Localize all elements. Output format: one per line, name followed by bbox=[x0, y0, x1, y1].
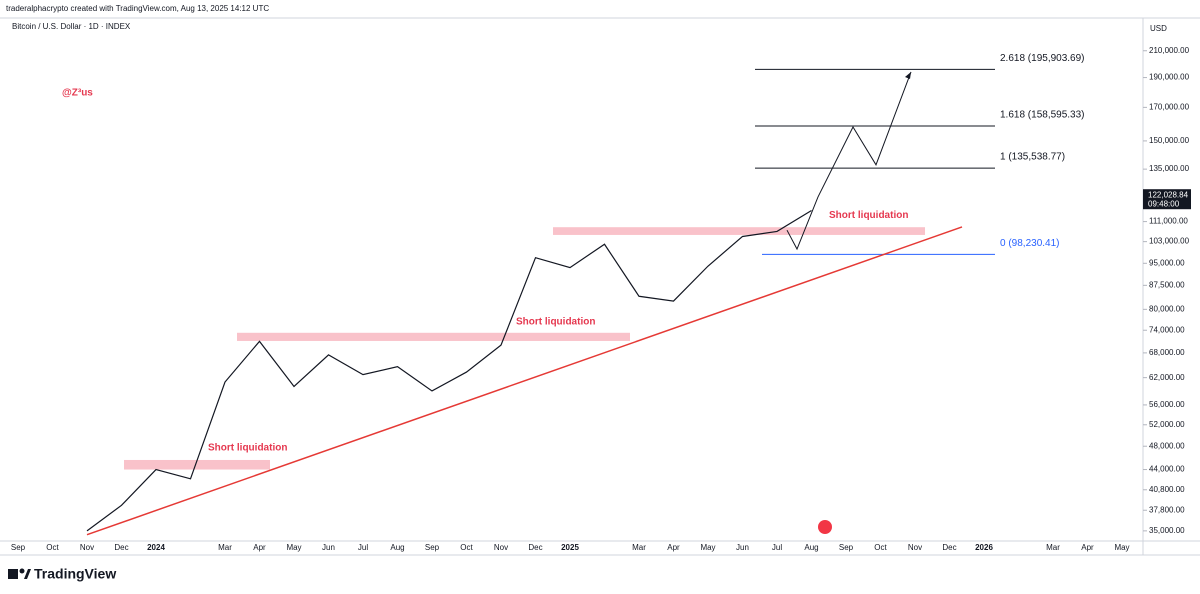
liquidation-zone bbox=[553, 227, 925, 235]
fib-label: 2.618 (195,903.69) bbox=[1000, 53, 1085, 64]
liquidation-zone bbox=[124, 459, 270, 470]
last-price-label: 122,028.84 bbox=[1148, 190, 1189, 199]
projection-path bbox=[786, 71, 912, 251]
x-tick-label: Apr bbox=[1081, 543, 1094, 552]
last-price-time: 09:48:00 bbox=[1148, 199, 1180, 208]
header-text: traderalphacrypto created with TradingVi… bbox=[6, 4, 269, 13]
x-tick-label: 2024 bbox=[147, 543, 165, 552]
x-tick-label: Oct bbox=[874, 543, 887, 552]
zone-label: Short liquidation bbox=[208, 443, 287, 454]
y-tick-label: 44,000.00 bbox=[1149, 465, 1185, 474]
zone-label: Short liquidation bbox=[516, 316, 595, 327]
y-tick-label: 40,800.00 bbox=[1149, 485, 1185, 494]
y-tick-label: 170,000.00 bbox=[1149, 102, 1190, 111]
x-tick-label: Nov bbox=[494, 543, 508, 552]
y-tick-label: 74,000.00 bbox=[1149, 325, 1185, 334]
x-tick-label: 2025 bbox=[561, 543, 579, 552]
event-icon bbox=[818, 520, 832, 534]
last-price-box bbox=[1143, 189, 1191, 210]
x-tick-label: Dec bbox=[114, 543, 128, 552]
x-tick-label: Dec bbox=[942, 543, 956, 552]
y-tick-label: 111,000.00 bbox=[1149, 217, 1188, 226]
x-tick-label: Sep bbox=[839, 543, 854, 552]
projection-arrowhead bbox=[905, 71, 911, 79]
x-tick-label: Jul bbox=[772, 543, 782, 552]
y-tick-label: 48,000.00 bbox=[1149, 441, 1185, 450]
x-tick-label: Mar bbox=[1046, 543, 1060, 552]
y-tick-label: 150,000.00 bbox=[1149, 136, 1190, 145]
x-tick-label: 2026 bbox=[975, 543, 993, 552]
y-tick-label: 87,500.00 bbox=[1149, 280, 1185, 289]
x-tick-label: Jun bbox=[322, 543, 335, 552]
watermark: @Z³us bbox=[62, 88, 93, 99]
footer bbox=[0, 555, 1200, 594]
x-tick-label: Nov bbox=[908, 543, 922, 552]
brand-logo bbox=[8, 568, 31, 579]
x-tick-label: Apr bbox=[253, 543, 266, 552]
x-tick-label: May bbox=[700, 543, 715, 552]
x-tick-label: May bbox=[1114, 543, 1129, 552]
zone-label: Short liquidation bbox=[829, 210, 908, 221]
x-tick-label: Aug bbox=[804, 543, 818, 552]
x-tick-label: Dec bbox=[528, 543, 542, 552]
x-tick-label: Sep bbox=[425, 543, 440, 552]
y-tick-label: 210,000.00 bbox=[1149, 46, 1190, 55]
y-tick-label: 135,000.00 bbox=[1149, 164, 1190, 173]
logo-slash bbox=[24, 569, 31, 579]
currency-label: USD bbox=[1150, 24, 1167, 33]
symbol-title: Bitcoin / U.S. Dollar · 1D · INDEX bbox=[12, 22, 131, 31]
y-tick-label: 95,000.00 bbox=[1149, 258, 1185, 267]
x-tick-label: May bbox=[286, 543, 301, 552]
y-tick-label: 80,000.00 bbox=[1149, 304, 1185, 313]
x-tick-label: Oct bbox=[460, 543, 473, 552]
y-tick-label: 37,800.00 bbox=[1149, 505, 1185, 514]
logo-dot bbox=[19, 568, 25, 574]
x-tick-label: Nov bbox=[80, 543, 94, 552]
y-tick-label: 52,000.00 bbox=[1149, 420, 1185, 429]
trendline bbox=[86, 226, 963, 536]
logo-mark bbox=[8, 569, 18, 579]
fib-label: 1.618 (158,595.33) bbox=[1000, 110, 1085, 121]
x-tick-label: Oct bbox=[46, 543, 59, 552]
x-tick-label: Jun bbox=[736, 543, 749, 552]
y-tick-label: 35,000.00 bbox=[1149, 526, 1185, 535]
price-line bbox=[86, 209, 812, 532]
liquidation-zone bbox=[237, 332, 630, 341]
y-tick-label: 68,000.00 bbox=[1149, 348, 1185, 357]
fib-label: 0 (98,230.41) bbox=[1000, 238, 1060, 249]
y-tick-label: 103,000.00 bbox=[1149, 237, 1190, 246]
brand-name: TradingView bbox=[34, 566, 116, 582]
x-tick-label: Sep bbox=[11, 543, 26, 552]
x-tick-label: Jul bbox=[358, 543, 368, 552]
y-tick-label: 62,000.00 bbox=[1149, 373, 1185, 382]
x-tick-label: Mar bbox=[218, 543, 232, 552]
y-tick-label: 56,000.00 bbox=[1149, 400, 1185, 409]
fib-label: 1 (135,538.77) bbox=[1000, 152, 1065, 163]
x-tick-label: Aug bbox=[390, 543, 404, 552]
y-tick-label: 190,000.00 bbox=[1149, 73, 1190, 82]
x-tick-label: Apr bbox=[667, 543, 680, 552]
x-tick-label: Mar bbox=[632, 543, 646, 552]
